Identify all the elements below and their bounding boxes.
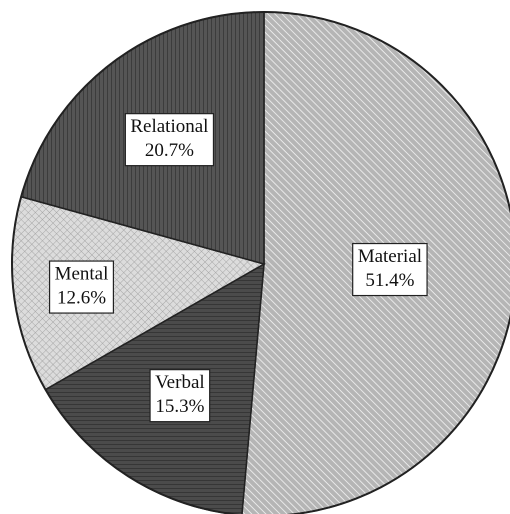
category-label: Relational (130, 116, 208, 137)
value-label: 20.7% (145, 140, 194, 161)
slice-label: Material 51.4% (352, 242, 428, 297)
slice-label: Verbal 15.3% (149, 369, 211, 423)
value-label: 15.3% (155, 396, 204, 417)
pie-outline (11, 11, 510, 514)
slice-label: Relational 20.7% (124, 113, 215, 167)
label-box (352, 242, 428, 297)
label-box (48, 260, 115, 314)
value-label: 12.6% (57, 287, 106, 308)
label-box (149, 369, 211, 423)
label-box (124, 113, 215, 167)
category-label: Material (358, 246, 422, 267)
slice-label: Mental 12.6% (48, 260, 115, 314)
value-label: 51.4% (365, 270, 414, 291)
category-label: Verbal (155, 372, 205, 393)
category-label: Mental (55, 263, 109, 284)
